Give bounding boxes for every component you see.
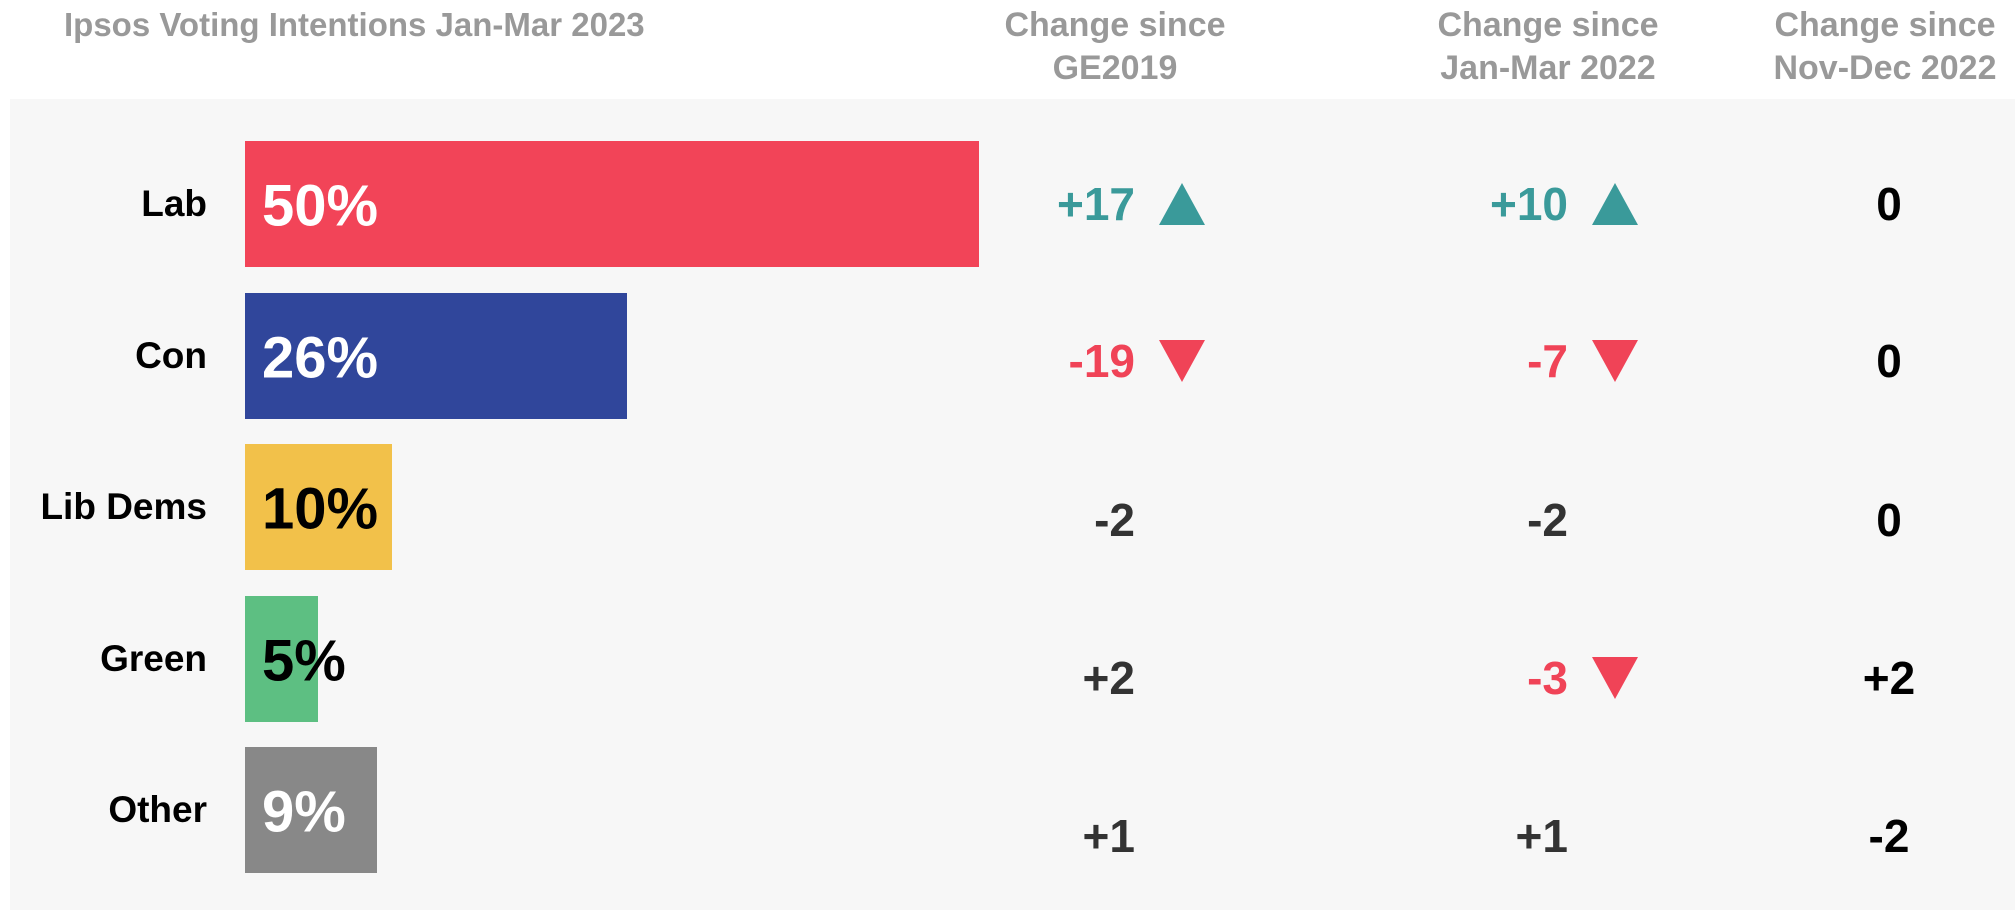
change-value: -3 [1527,652,1568,704]
value-label: 9% [262,779,346,845]
change-value: +2 [1082,652,1135,704]
column-header: Change since Jan-Mar 2022 [1437,6,1659,87]
category-label: Con [135,334,207,376]
change-value: -2 [1527,494,1568,546]
change-value: +17 [1056,178,1135,230]
bar [245,595,319,722]
change-value: +1 [1515,810,1568,862]
category-label: Lib Dems [40,486,207,528]
bar [245,141,979,267]
arrow-down [1592,657,1638,699]
value-label: 50% [262,173,379,239]
arrow-down [1592,340,1638,382]
change-value: 0 [1876,494,1902,546]
value-label: 26% [262,325,379,391]
change-value: 0 [1876,178,1902,230]
arrow-up [1592,183,1638,225]
bar [245,747,378,874]
column-header: Change since GE2019 [1004,6,1226,87]
bar [245,444,392,571]
change-value: +10 [1489,178,1568,230]
arrow-down [1159,340,1205,382]
change-value: -2 [1868,810,1910,862]
chart-title: Ipsos Voting Intentions Jan-Mar 2023 [64,6,645,43]
bar [245,292,627,419]
change-value: -19 [1068,335,1135,387]
change-value: +1 [1082,810,1135,862]
change-value: 0 [1876,335,1902,387]
column-header: Change since Nov-Dec 2022 [1773,6,1997,87]
value-label: 10% [262,476,379,542]
change-value: -2 [1094,494,1135,546]
category-label: Green [100,637,207,679]
change-value: +2 [1862,652,1916,704]
change-value: -7 [1527,335,1568,387]
category-label: Other [108,789,207,831]
arrow-up [1159,183,1205,225]
value-label: 5% [262,628,346,694]
category-label: Lab [141,183,207,224]
